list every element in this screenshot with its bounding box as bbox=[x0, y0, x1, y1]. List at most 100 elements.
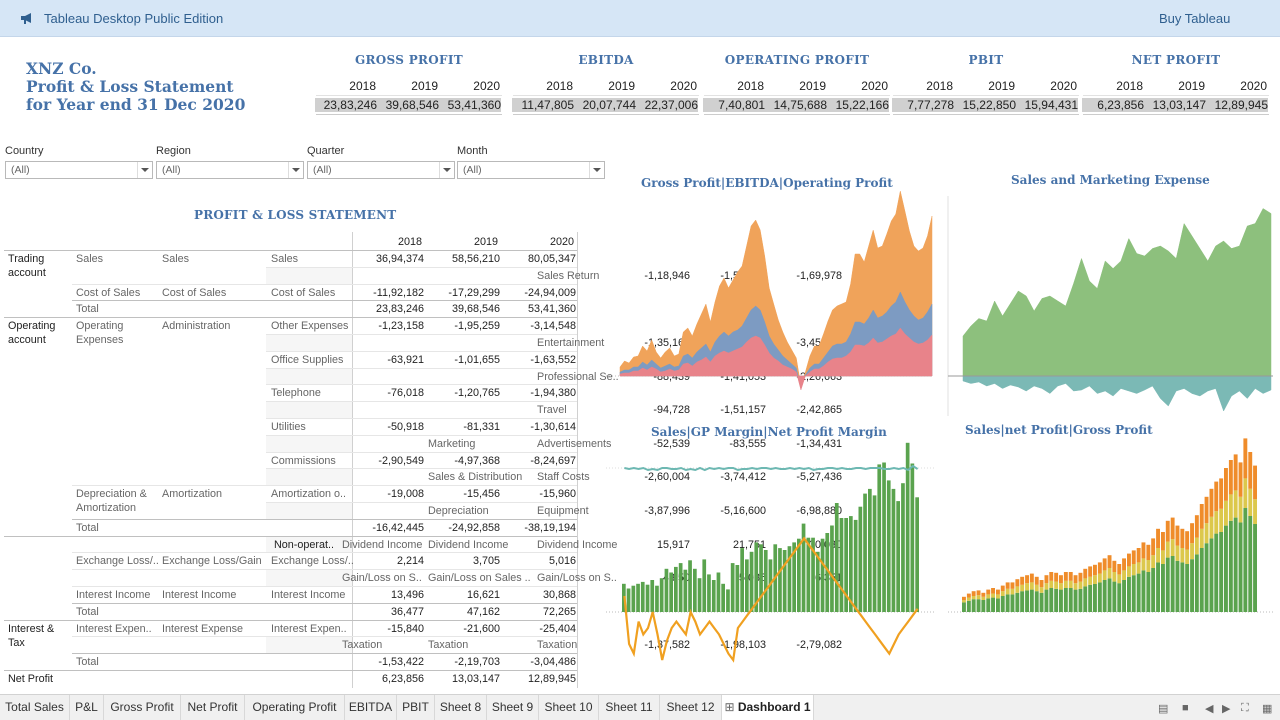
kpi-value: 23,83,246 bbox=[315, 98, 377, 112]
kpi-year: 2020 bbox=[861, 79, 888, 93]
pl-c2: Taxation bbox=[342, 639, 383, 652]
tab-total-sales[interactable]: Total Sales bbox=[0, 695, 70, 720]
bar-net-profit bbox=[1093, 575, 1097, 584]
pl-divider bbox=[577, 232, 578, 688]
bar-net-profit bbox=[1102, 570, 1107, 580]
kpi-year: 2020 bbox=[1050, 79, 1077, 93]
filmstrip-icon[interactable]: ■ bbox=[1182, 702, 1189, 714]
pl-value: -6,98,880 bbox=[796, 505, 842, 517]
chevron-down-icon[interactable] bbox=[439, 162, 453, 178]
tab-gross-profit[interactable]: Gross Profit bbox=[104, 695, 181, 720]
chevron-down-icon[interactable] bbox=[288, 162, 302, 178]
area-sales bbox=[962, 208, 1272, 377]
pl-value: -1,23,158 bbox=[378, 320, 424, 333]
kpi-year: 2019 bbox=[411, 79, 438, 93]
next-sheet-icon[interactable]: ▶ bbox=[1222, 703, 1231, 715]
bar-net-profit bbox=[971, 596, 976, 600]
tab-sheet-8[interactable]: Sheet 8 bbox=[435, 695, 487, 720]
prev-sheet-icon[interactable]: ◀ bbox=[1205, 703, 1214, 715]
buy-tableau-link[interactable]: Buy Tableau bbox=[1159, 11, 1231, 26]
bar-gross-profit bbox=[1224, 468, 1228, 501]
bar-net-profit bbox=[1209, 516, 1214, 539]
bar-sales bbox=[1015, 592, 1020, 612]
tab-sheet-12[interactable]: Sheet 12 bbox=[660, 695, 722, 720]
filter-value: (All) bbox=[463, 164, 482, 176]
sales-bar bbox=[640, 581, 645, 612]
bar-gross-profit bbox=[1194, 515, 1199, 538]
filter-label: Month bbox=[457, 145, 488, 157]
bar-sales bbox=[1136, 573, 1141, 612]
bar-gross-profit bbox=[1170, 517, 1175, 540]
filter-dropdown[interactable]: (All) bbox=[457, 161, 605, 179]
tab-sheet-9[interactable]: Sheet 9 bbox=[487, 695, 539, 720]
grid-view-icon[interactable]: ▤ bbox=[1158, 703, 1169, 715]
tab-sheet-11[interactable]: Sheet 11 bbox=[599, 695, 660, 720]
tab-label: PBIT bbox=[402, 700, 429, 714]
bar-sales bbox=[1054, 588, 1059, 612]
chevron-down-icon[interactable] bbox=[137, 162, 151, 178]
pl-value: 47,162 bbox=[466, 605, 500, 618]
tab-label: Total Sales bbox=[5, 700, 64, 714]
pl-value: -1,37,582 bbox=[644, 639, 690, 652]
tab-pbit[interactable]: PBIT bbox=[397, 695, 435, 720]
pl-value: -1,30,614 bbox=[530, 421, 576, 433]
bar-sales bbox=[1044, 589, 1049, 612]
tab-operating-profit[interactable]: Operating Profit bbox=[245, 695, 345, 720]
tab-p-l[interactable]: P&L bbox=[70, 695, 104, 720]
bar-net-profit bbox=[1190, 543, 1194, 560]
sales-bar bbox=[721, 583, 725, 612]
sales-bar bbox=[650, 580, 655, 612]
bar-sales bbox=[1034, 591, 1039, 612]
bar-gross-profit bbox=[1185, 531, 1190, 550]
company-header: XNZ Co. Profit & Loss Statement for Year… bbox=[26, 60, 245, 114]
bar-sales bbox=[1141, 570, 1146, 612]
filter-dropdown[interactable]: (All) bbox=[307, 161, 455, 179]
sales-bar bbox=[801, 523, 806, 612]
tab-sheet-10[interactable]: Sheet 10 bbox=[539, 695, 599, 720]
sales-bar bbox=[882, 462, 886, 612]
sales-bar bbox=[868, 488, 872, 612]
sales-bar bbox=[763, 550, 768, 612]
kpi-value: 6,23,856 bbox=[1082, 98, 1144, 112]
tile-view-icon[interactable]: ▦ bbox=[1262, 703, 1273, 715]
bar-gross-profit bbox=[1107, 555, 1112, 568]
pl-c2: Depreciation & bbox=[76, 488, 147, 501]
bar-net-profit bbox=[1117, 574, 1122, 584]
fullscreen-icon[interactable]: ⛶ bbox=[1241, 702, 1249, 714]
bar-sales bbox=[981, 600, 986, 612]
kpi-value: 22,37,006 bbox=[636, 98, 698, 112]
tab-ebitda[interactable]: EBITDA bbox=[345, 695, 397, 720]
kpi-year: 2019 bbox=[1178, 79, 1205, 93]
pl-c1: Net Profit bbox=[8, 673, 54, 685]
pl-value: -3,14,548 bbox=[530, 320, 576, 333]
kpi-midline bbox=[316, 95, 502, 96]
bar-gross-profit bbox=[1209, 488, 1214, 517]
chevron-down-icon[interactable] bbox=[589, 162, 603, 178]
tab-dashboard-1[interactable]: ⊞ Dashboard 1 bbox=[722, 695, 814, 720]
pl-c3: Dividend Income bbox=[428, 538, 509, 551]
table-row: Depreciation & Amortization Amortization Am… bbox=[0, 486, 580, 514]
pl-c3: Administration bbox=[162, 320, 231, 333]
pl-c3: Marketing bbox=[428, 437, 476, 450]
pl-c1b: Tax bbox=[8, 636, 25, 649]
pl-c3: Interest Expense bbox=[162, 622, 244, 635]
pl-row-line bbox=[72, 552, 577, 554]
filter-dropdown[interactable]: (All) bbox=[5, 161, 153, 179]
bar-sales bbox=[1228, 520, 1233, 612]
bar-sales bbox=[1170, 556, 1175, 612]
bar-gross-profit bbox=[1010, 582, 1015, 589]
sales-bar bbox=[830, 525, 834, 612]
filter-dropdown[interactable]: (All) bbox=[156, 161, 304, 179]
pl-value: 13,03,147 bbox=[451, 673, 500, 685]
table-row: Cost of Sales Cost of Sales Cost of Sales -… bbox=[0, 285, 580, 302]
kpi-value: 7,40,801 bbox=[703, 98, 765, 112]
pl-row-line bbox=[266, 418, 577, 419]
bar-net-profit bbox=[976, 595, 981, 600]
tab-net-profit[interactable]: Net Profit bbox=[181, 695, 245, 720]
bar-gross-profit bbox=[1117, 564, 1122, 575]
kpi-value: 15,22,166 bbox=[827, 98, 889, 112]
sales-bar bbox=[745, 559, 749, 612]
bar-gross-profit bbox=[1049, 572, 1054, 581]
sales-bar bbox=[674, 566, 678, 612]
pl-value: -2,60,004 bbox=[644, 471, 690, 484]
